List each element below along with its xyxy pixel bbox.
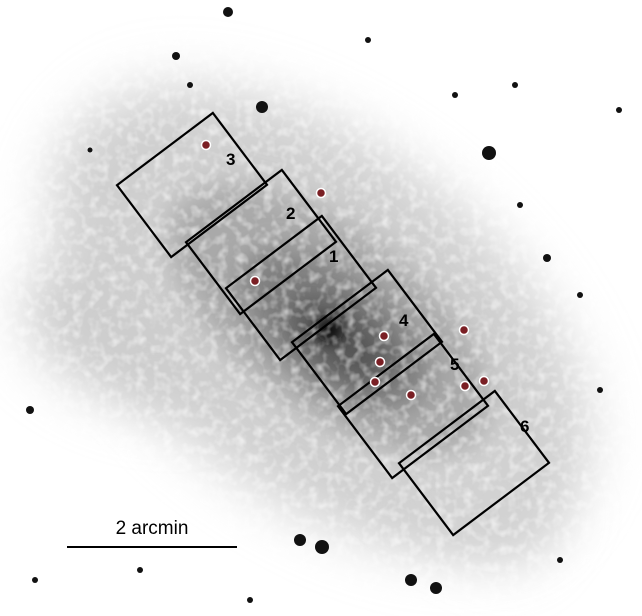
source-marker	[478, 375, 490, 387]
scale-bar: 2 arcmin	[67, 518, 237, 548]
region-label-2: 2	[286, 204, 295, 223]
source-marker	[369, 376, 381, 388]
region-box-5	[336, 332, 490, 480]
region-label-3: 3	[226, 150, 235, 169]
region-label-6: 6	[520, 417, 529, 436]
region-label-1: 1	[329, 247, 338, 266]
region-box-4	[290, 268, 444, 416]
region-label-5: 5	[450, 355, 459, 374]
source-marker	[459, 380, 471, 392]
region-box-1	[224, 214, 378, 362]
scale-bar-label: 2 arcmin	[116, 518, 189, 539]
region-box-2	[184, 168, 338, 316]
source-markers	[200, 139, 490, 401]
source-marker	[249, 275, 261, 287]
source-marker	[374, 356, 386, 368]
region-label-4: 4	[399, 311, 409, 330]
region-box-3	[115, 111, 269, 259]
region-box-6	[397, 389, 551, 537]
source-marker	[405, 389, 417, 401]
region-labels: 3 2 1 4 5 6	[226, 150, 529, 436]
source-marker	[458, 324, 470, 336]
extraction-regions	[115, 111, 551, 537]
source-marker	[200, 139, 212, 151]
point-sources	[26, 7, 622, 603]
source-marker	[378, 330, 390, 342]
source-marker	[315, 187, 327, 199]
